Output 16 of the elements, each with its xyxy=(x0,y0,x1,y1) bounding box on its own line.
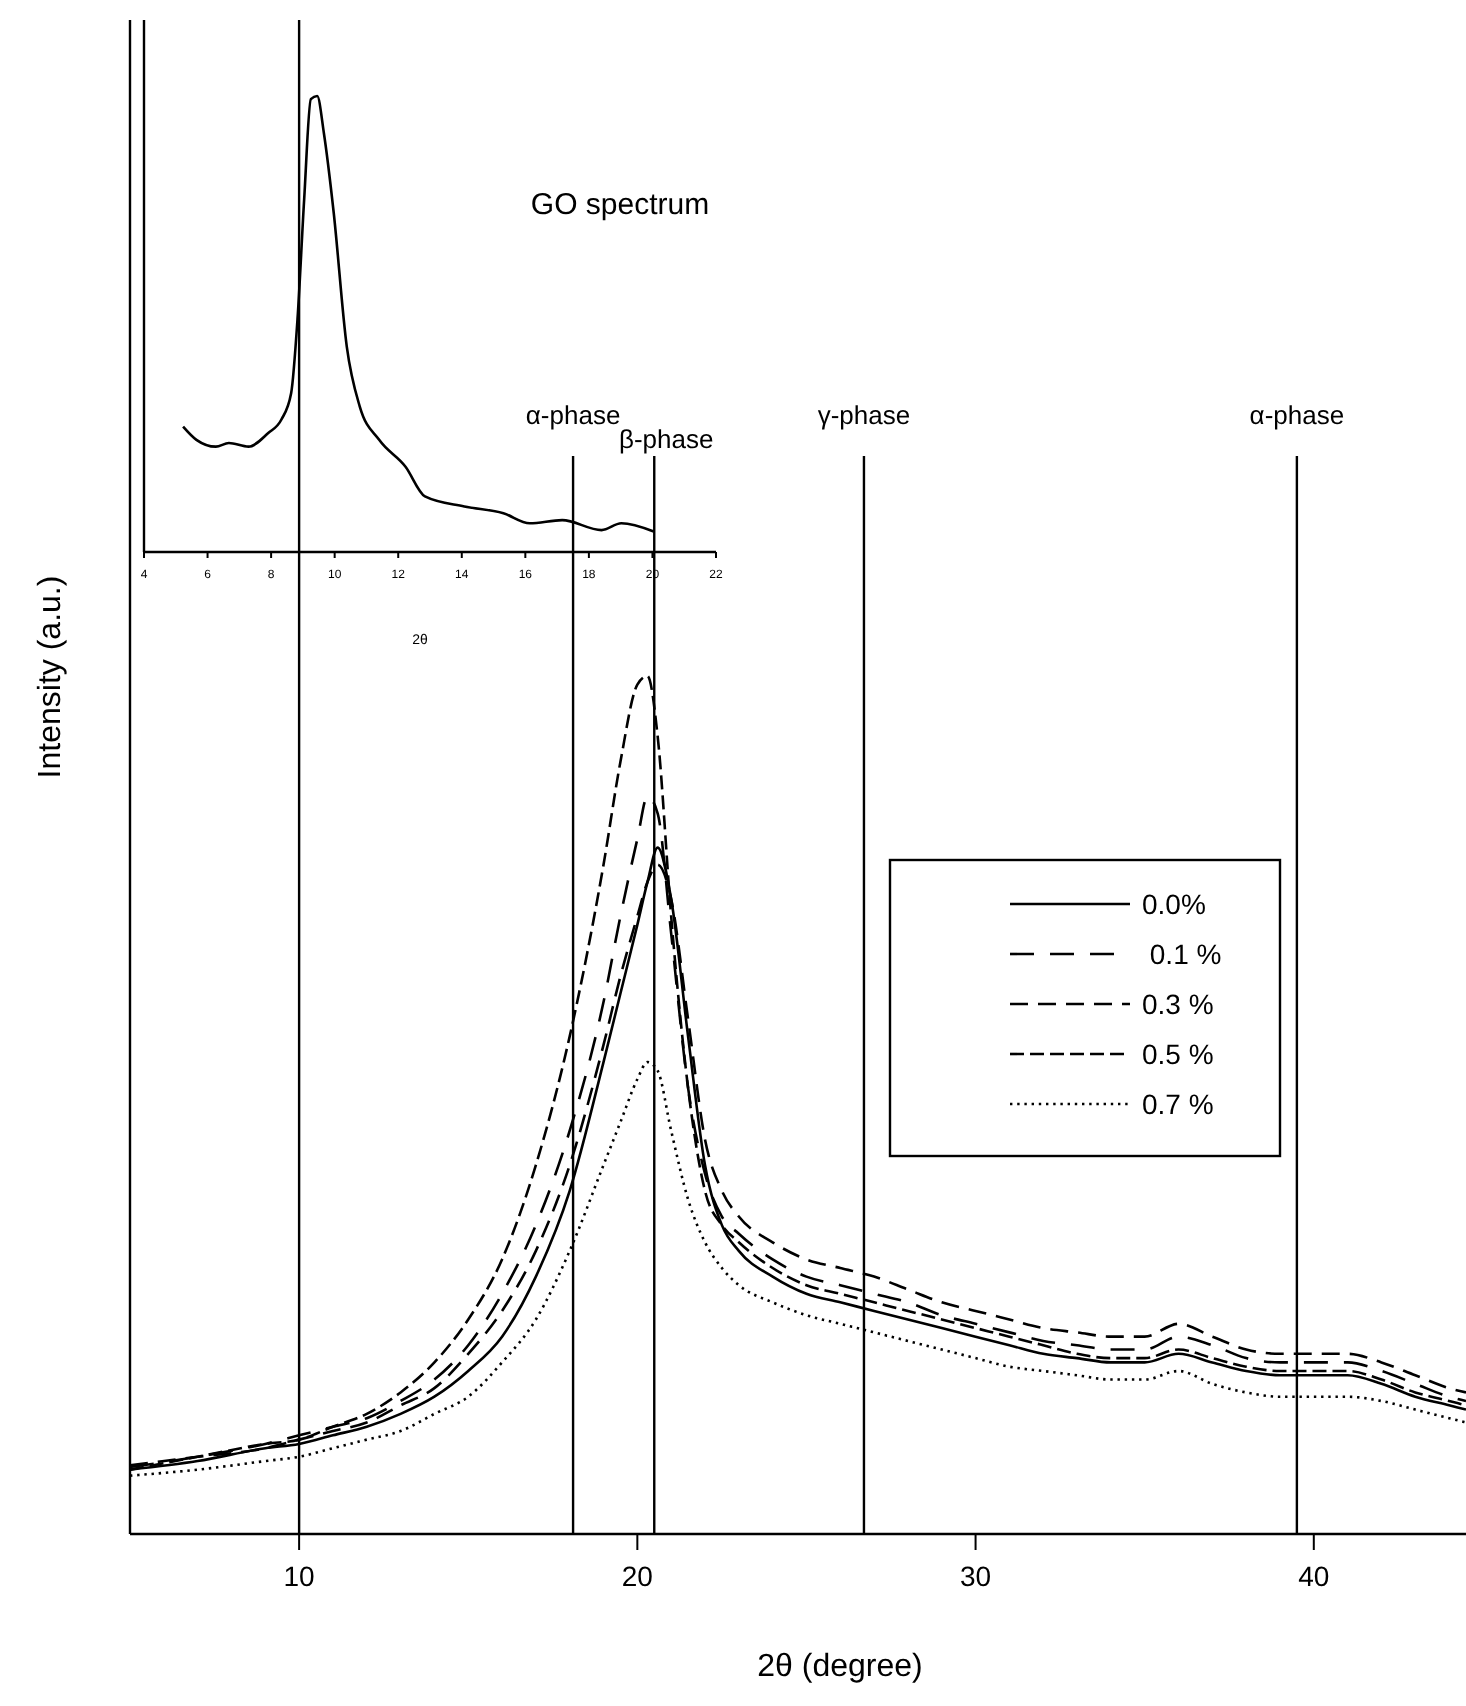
x-tick-label: 30 xyxy=(959,1560,992,1592)
legend-label: 0.3 % xyxy=(1142,988,1214,1020)
x-tick-label: 40 xyxy=(1298,1560,1330,1592)
legend-label: 0.1 % xyxy=(1142,938,1222,970)
ref-line-label: γ-phase xyxy=(817,400,911,430)
y-axis-title: Intensity (a.u.) xyxy=(34,575,68,779)
legend-label: 0.0% xyxy=(1142,888,1206,920)
x-tick-label: 20 xyxy=(621,1560,654,1592)
ref-line-label: α-phase xyxy=(525,400,621,430)
x-tick-label: 10 xyxy=(283,1560,316,1592)
ref-line-label: α-phase xyxy=(1249,400,1345,430)
x-axis-title: 2θ (degree) xyxy=(757,1650,923,1684)
legend-label: 0.5 % xyxy=(1142,1038,1214,1070)
text: GO spectrum xyxy=(530,188,710,222)
legend-label: 0.7 % xyxy=(1142,1088,1214,1120)
ref-line-label: β-phase xyxy=(619,424,714,454)
